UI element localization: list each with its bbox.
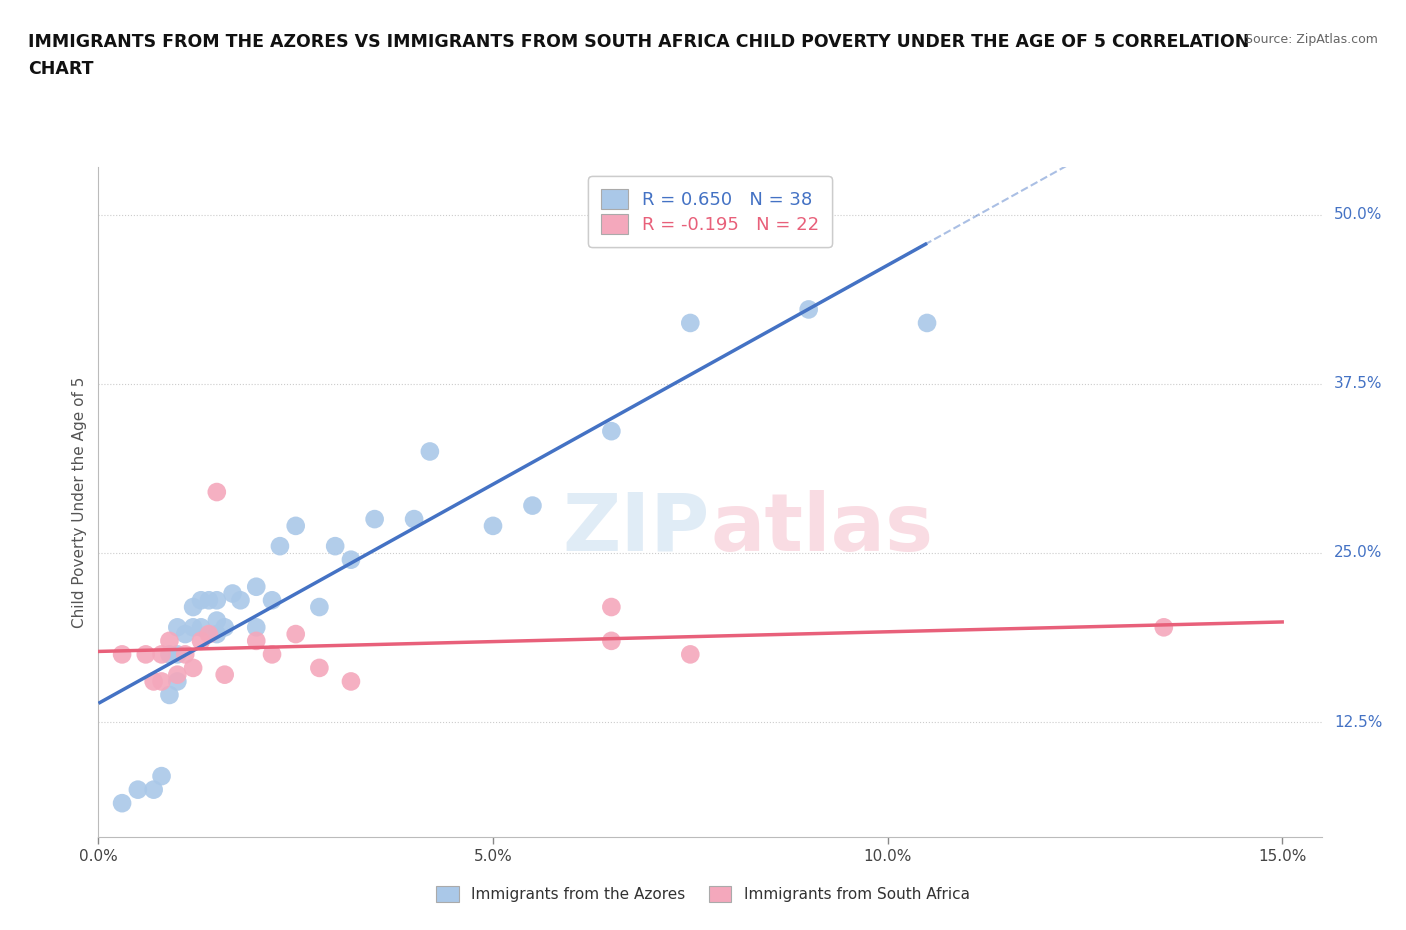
Point	[159, 647, 181, 662]
Point	[166, 667, 188, 682]
Point	[284, 518, 307, 533]
Point	[260, 592, 283, 607]
Point	[159, 687, 181, 702]
Point	[308, 660, 330, 675]
Point	[150, 674, 173, 689]
Text: Source: ZipAtlas.com: Source: ZipAtlas.com	[1244, 33, 1378, 46]
Point	[135, 647, 157, 662]
Point	[142, 674, 165, 689]
Point	[797, 302, 820, 317]
Point	[419, 444, 441, 458]
Point	[174, 647, 197, 662]
Point	[522, 498, 544, 513]
Point	[181, 620, 204, 635]
Point	[181, 660, 204, 675]
Point	[205, 592, 228, 607]
Point	[205, 613, 228, 628]
Point	[340, 552, 363, 567]
Point	[229, 592, 252, 607]
Text: 50.0%: 50.0%	[1334, 207, 1382, 222]
Point	[404, 512, 426, 526]
Point	[269, 538, 291, 553]
Legend: R = 0.650   N = 38, R = -0.195   N = 22: R = 0.650 N = 38, R = -0.195 N = 22	[588, 177, 832, 246]
Point	[111, 796, 134, 811]
Point	[181, 600, 204, 615]
Point	[214, 667, 236, 682]
Text: IMMIGRANTS FROM THE AZORES VS IMMIGRANTS FROM SOUTH AFRICA CHILD POVERTY UNDER T: IMMIGRANTS FROM THE AZORES VS IMMIGRANTS…	[28, 33, 1250, 50]
Point	[679, 647, 702, 662]
Point	[190, 620, 212, 635]
Point	[600, 600, 623, 615]
Point	[150, 769, 173, 784]
Point	[127, 782, 149, 797]
Point	[150, 647, 173, 662]
Point	[323, 538, 346, 553]
Text: ZIP: ZIP	[562, 490, 710, 568]
Point	[308, 600, 330, 615]
Point	[198, 592, 221, 607]
Y-axis label: Child Poverty Under the Age of 5: Child Poverty Under the Age of 5	[72, 377, 87, 628]
Point	[205, 627, 228, 642]
Point	[166, 647, 188, 662]
Point	[915, 315, 938, 330]
Point	[284, 627, 307, 642]
Point	[142, 782, 165, 797]
Point	[221, 586, 243, 601]
Point	[600, 633, 623, 648]
Point	[245, 579, 267, 594]
Point	[174, 627, 197, 642]
Point	[245, 633, 267, 648]
Point	[166, 620, 188, 635]
Point	[260, 647, 283, 662]
Point	[205, 485, 228, 499]
Text: 12.5%: 12.5%	[1334, 714, 1382, 729]
Point	[482, 518, 505, 533]
Text: CHART: CHART	[28, 60, 94, 78]
Point	[245, 620, 267, 635]
Point	[214, 620, 236, 635]
Legend: Immigrants from the Azores, Immigrants from South Africa: Immigrants from the Azores, Immigrants f…	[426, 876, 980, 913]
Point	[679, 315, 702, 330]
Point	[111, 647, 134, 662]
Text: atlas: atlas	[710, 490, 934, 568]
Text: 25.0%: 25.0%	[1334, 545, 1382, 561]
Text: 37.5%: 37.5%	[1334, 377, 1382, 392]
Point	[190, 592, 212, 607]
Point	[159, 633, 181, 648]
Point	[166, 674, 188, 689]
Point	[340, 674, 363, 689]
Point	[190, 633, 212, 648]
Point	[1153, 620, 1175, 635]
Point	[198, 627, 221, 642]
Point	[363, 512, 385, 526]
Point	[600, 424, 623, 439]
